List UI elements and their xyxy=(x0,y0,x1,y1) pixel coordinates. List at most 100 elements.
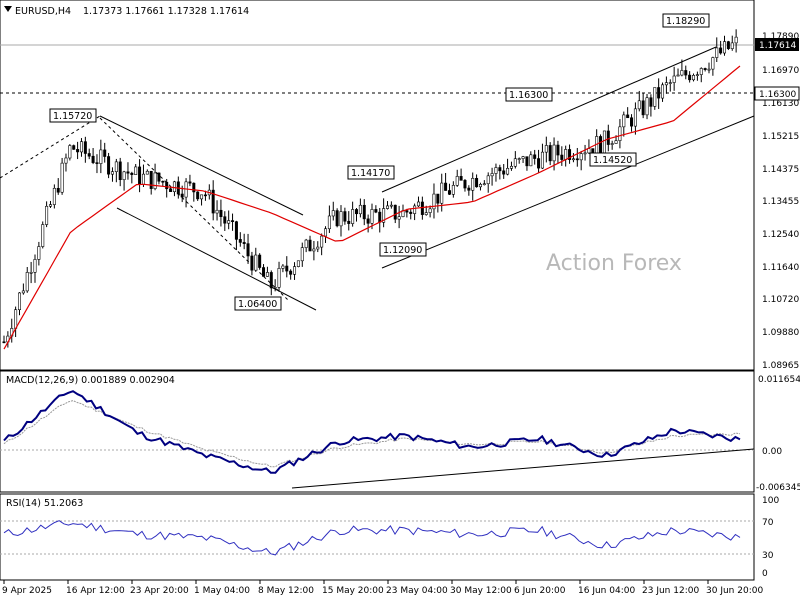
candle-body xyxy=(145,170,149,175)
candle-body xyxy=(45,205,49,225)
candle-body xyxy=(649,97,653,107)
candle-body xyxy=(389,204,393,207)
candle-body xyxy=(304,239,308,248)
candle-body xyxy=(583,152,587,155)
rsi-title: RSI(14) 51.2063 xyxy=(6,498,83,509)
y-tick-label: 1.12540 xyxy=(762,230,799,240)
candle-body xyxy=(478,184,482,188)
y-tick-label: 1.10720 xyxy=(762,295,799,305)
candle-body xyxy=(544,145,548,153)
candle-body xyxy=(393,204,397,220)
candle-body xyxy=(672,75,676,83)
candle-body xyxy=(110,171,114,175)
candle-body xyxy=(114,161,118,172)
candle-body xyxy=(161,180,165,183)
candle-body xyxy=(17,292,21,311)
candle-body xyxy=(355,209,359,215)
annotation-box xyxy=(49,108,97,123)
candle-body xyxy=(107,156,111,175)
x-tick-label: 23 Apr 20:00 xyxy=(130,586,189,596)
candle-body xyxy=(455,176,459,186)
candle-body xyxy=(525,156,529,167)
candle-body xyxy=(33,259,37,273)
annotation-box xyxy=(234,296,282,311)
candle-body xyxy=(219,209,223,218)
candle-body xyxy=(25,272,29,292)
candle-body xyxy=(335,210,339,227)
x-tick-label: 30 May 12:00 xyxy=(450,586,512,596)
price-annotations: 1.15720 1.14170 1.16300 1.18290 1.12090 … xyxy=(49,13,710,311)
rsi-panel-frame xyxy=(0,493,755,581)
candle-body xyxy=(254,254,258,271)
candle-body xyxy=(548,145,552,162)
candle-body xyxy=(382,208,386,223)
dropdown-triangle-icon xyxy=(4,6,12,12)
ohlc-label: 1.17373 1.17661 1.17328 1.17614 xyxy=(83,6,249,17)
candle-body xyxy=(715,47,719,58)
x-tick-label: 9 Apr 2025 xyxy=(2,586,52,596)
candle-body xyxy=(471,178,475,191)
candle-body xyxy=(463,180,467,189)
candle-body xyxy=(300,247,304,262)
candle-body xyxy=(285,265,289,272)
candle-body xyxy=(734,36,738,44)
candle-body xyxy=(91,155,95,163)
candle-body xyxy=(223,216,227,224)
candle-body xyxy=(312,248,316,252)
candle-body xyxy=(192,182,196,193)
y-tick-label: 1.16130 xyxy=(762,99,799,109)
candle-body xyxy=(14,309,18,329)
candle-body xyxy=(103,149,107,157)
candle-body xyxy=(676,74,680,77)
candle-body xyxy=(614,140,618,144)
candle-body xyxy=(196,191,200,200)
candle-body xyxy=(397,216,401,220)
candle-body xyxy=(730,42,734,49)
candle-body xyxy=(664,82,668,86)
annotation-box xyxy=(662,13,710,28)
candle-body xyxy=(533,154,537,159)
candle-body xyxy=(506,168,510,175)
candle-body xyxy=(165,181,169,190)
candle-body xyxy=(238,239,242,243)
candle-body xyxy=(358,204,362,215)
annotation-label: 1.15720 xyxy=(53,111,92,122)
x-tick-label: 1 May 04:00 xyxy=(194,586,250,596)
candle-body xyxy=(180,193,184,198)
candle-body xyxy=(513,158,517,167)
macd-panel-frame xyxy=(0,370,755,493)
candle-body xyxy=(157,172,161,182)
candle-body xyxy=(692,75,696,81)
candle-body xyxy=(680,70,684,76)
candle-body xyxy=(540,151,544,169)
candle-body xyxy=(571,158,575,161)
price-y-axis: 1.17890 1.16970 1.16130 1.15215 1.14375 … xyxy=(762,32,799,371)
candle-body xyxy=(72,145,76,150)
candle-body xyxy=(293,266,297,275)
rsi-line xyxy=(3,520,741,556)
price-panel-frame xyxy=(0,0,755,371)
candle-body xyxy=(552,144,556,162)
macd-trend-line xyxy=(291,448,755,489)
candle-body xyxy=(215,209,219,214)
channel-line-upper xyxy=(99,115,304,216)
last-price-tag xyxy=(755,38,799,51)
macd-line xyxy=(3,390,741,474)
candle-body xyxy=(726,41,730,49)
candle-body xyxy=(370,209,374,224)
candle-body xyxy=(231,220,235,222)
candle-body xyxy=(641,100,645,116)
candle-body xyxy=(688,74,692,81)
annotation-label: 1.14170 xyxy=(351,168,390,179)
candle-body xyxy=(351,209,355,224)
candle-body xyxy=(296,260,300,267)
macd-tick-zero: 0.00 xyxy=(762,447,782,457)
candle-body xyxy=(76,149,80,153)
candle-body xyxy=(529,154,533,167)
y-tick-label: 1.08965 xyxy=(762,361,799,371)
candle-body xyxy=(327,215,331,230)
candle-body xyxy=(52,187,56,205)
candle-body xyxy=(83,141,87,154)
candle-body xyxy=(56,187,60,193)
